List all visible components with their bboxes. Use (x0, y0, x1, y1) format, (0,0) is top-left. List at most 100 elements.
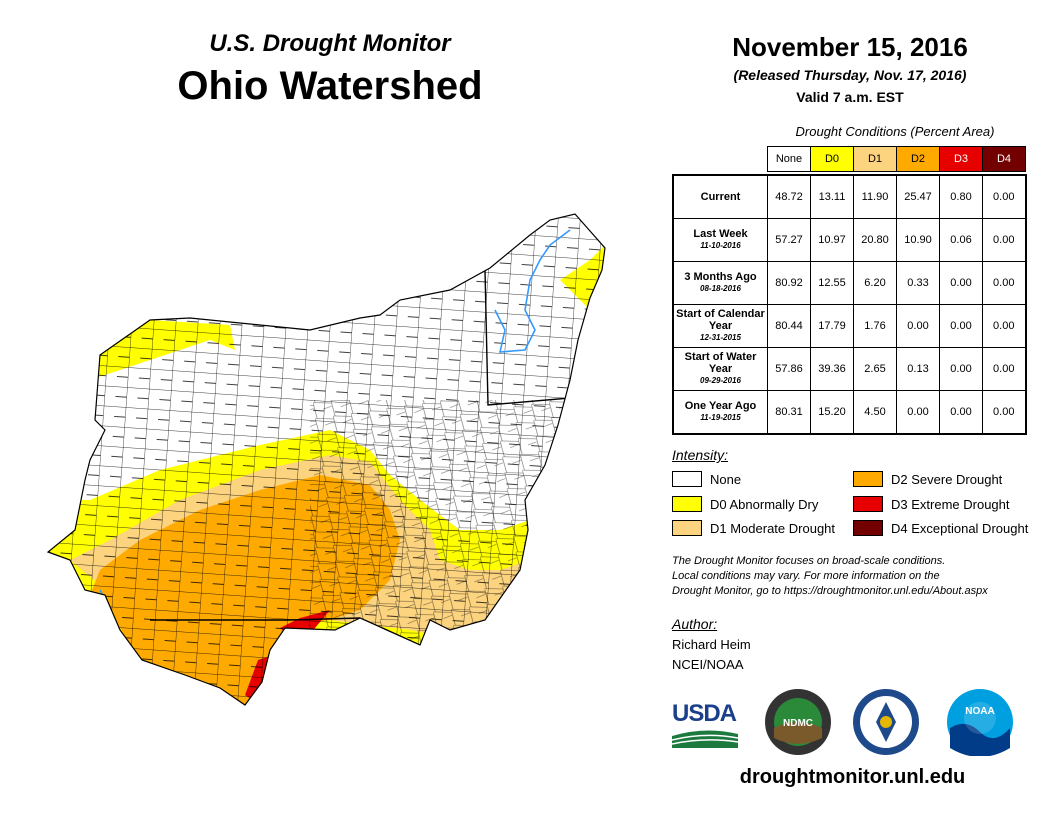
table-cell: 13.11 (810, 174, 854, 219)
table-row: Start of Water Year 09-29-2016 57.86 39.36 2… (672, 347, 1027, 391)
row-label-date: 11-10-2016 (700, 241, 741, 250)
table-title: Drought Conditions (Percent Area) (795, 124, 995, 139)
table-cell: 0.33 (896, 261, 940, 305)
row-label-text: Start of Water Year (684, 351, 757, 375)
table-cell: 15.20 (810, 390, 854, 435)
header-d2: D2 (896, 146, 940, 172)
table-row: Current 48.72 13.11 11.90 25.47 0.80 0.00 (672, 174, 1027, 219)
table-body: Current 48.72 13.11 11.90 25.47 0.80 0.00 Last … (672, 174, 1027, 435)
header-d1: D1 (853, 146, 897, 172)
legend-label-d0: D0 Abnormally Dry (710, 496, 819, 512)
table-cell: 6.20 (853, 261, 897, 305)
table-cell: 12.55 (810, 261, 854, 305)
table-header-row: None D0 D1 D2 D3 D4 (673, 146, 1026, 172)
table-cell: 80.31 (767, 390, 811, 435)
table-cell: 17.79 (810, 304, 854, 348)
table-cell: 11.90 (853, 174, 897, 219)
row-label-text: Start of Calendar Year (676, 308, 765, 332)
legend-label-d2: D2 Severe Drought (891, 471, 1003, 487)
row-label-text: One Year Ago (684, 400, 757, 412)
legend-swatch-d4 (853, 520, 883, 536)
header-d3: D3 (939, 146, 983, 172)
row-label-date: 09-29-2016 (700, 376, 741, 385)
valid-time: Valid 7 a.m. EST (796, 89, 904, 105)
legend-label-d3: D3 Extreme Drought (891, 496, 1010, 512)
table-cell: 0.13 (896, 347, 940, 391)
table-cell: 0.00 (982, 347, 1027, 391)
site-url[interactable]: droughtmonitor.unl.edu (739, 766, 966, 788)
header-blank (673, 147, 768, 172)
legend-swatch-d0 (672, 496, 702, 512)
row-label: Start of Water Year 09-29-2016 (672, 347, 768, 391)
table-cell: 1.76 (853, 304, 897, 348)
date-title: November 15, 2016 (732, 32, 968, 62)
table-cell: 0.00 (939, 390, 983, 435)
header-none: None (767, 146, 811, 172)
header-d0: D0 (810, 146, 854, 172)
row-label-text: 3 Months Ago (684, 271, 757, 283)
table-cell: 0.06 (939, 218, 983, 262)
commerce-seal-icon (853, 689, 919, 755)
table-cell: 57.86 (767, 347, 811, 391)
legend-swatch-d1 (672, 520, 702, 536)
author-name: Richard Heim (672, 637, 751, 652)
table-row: Last Week 11-10-2016 57.27 10.97 20.80 10.90 0… (672, 218, 1027, 262)
table-cell: 0.00 (896, 304, 940, 348)
legend-label-d1: D1 Moderate Drought (710, 520, 836, 536)
legend-item-d4: D4 Exceptional Drought (853, 519, 1028, 537)
note-line-3[interactable]: Drought Monitor, go to https://droughtmo… (672, 585, 988, 597)
state-line-pa-oh (484, 269, 571, 406)
row-label: One Year Ago 11-19-2015 (672, 390, 768, 435)
table-cell: 48.72 (767, 174, 811, 219)
table-cell: 25.47 (896, 174, 940, 219)
table-cell: 39.36 (810, 347, 854, 391)
legend-item-none: None (672, 470, 741, 488)
table-cell: 10.90 (896, 218, 940, 262)
allegheny-river (494, 229, 571, 353)
legend-item-d3: D3 Extreme Drought (853, 495, 1010, 513)
table-cell: 0.00 (939, 347, 983, 391)
drought-stats-table: None D0 D1 D2 D3 D4 Current 48.72 13.11 11.… (672, 146, 1027, 435)
table-cell: 0.00 (982, 218, 1027, 262)
noaa-logo: NOAA (947, 689, 1013, 756)
table-row: 3 Months Ago 08-18-2016 80.92 12.55 6.20 0.33… (672, 261, 1027, 305)
row-label: Current (672, 174, 768, 219)
row-label: Last Week 11-10-2016 (672, 218, 768, 262)
row-label: 3 Months Ago 08-18-2016 (672, 261, 768, 305)
note-line-1: The Drought Monitor focuses on broad-sca… (672, 555, 946, 567)
ndmc-logo-text: NDMC (783, 718, 813, 729)
table-cell: 80.92 (767, 261, 811, 305)
table-cell: 0.00 (939, 304, 983, 348)
map-title: Ohio Watershed (177, 64, 483, 108)
table-cell: 57.27 (767, 218, 811, 262)
table-cell: 20.80 (853, 218, 897, 262)
drought-layers (48, 214, 605, 705)
ndmc-logo: NDMC (765, 689, 831, 755)
drought-monitor-note: The Drought Monitor focuses on broad-sca… (672, 554, 1052, 599)
legend-swatch-d2 (853, 471, 883, 487)
state-line-tn-ky (150, 617, 361, 621)
table-row: Start of Calendar Year 12-31-2015 80.44 17.… (672, 304, 1027, 348)
table-cell: 80.44 (767, 304, 811, 348)
author-org: NCEI/NOAA (672, 657, 744, 672)
row-label-text: Current (700, 191, 741, 203)
legend-item-d0: D0 Abnormally Dry (672, 495, 818, 513)
usda-hills-icon (672, 730, 738, 748)
table-cell: 0.00 (939, 261, 983, 305)
usda-logo-text: USDA (672, 700, 737, 727)
table-cell: 2.65 (853, 347, 897, 391)
author-title: Author: (672, 616, 718, 632)
table-cell: 4.50 (853, 390, 897, 435)
table-cell: 0.00 (896, 390, 940, 435)
released-date: (Released Thursday, Nov. 17, 2016) (733, 67, 967, 83)
table-cell: 0.80 (939, 174, 983, 219)
table-cell: 0.00 (982, 174, 1027, 219)
table-cell: 0.00 (982, 304, 1027, 348)
row-label-date: 08-18-2016 (700, 284, 741, 293)
usda-logo: USDA (672, 700, 738, 750)
table-cell: 0.00 (982, 261, 1027, 305)
table-cell: 0.00 (982, 390, 1027, 435)
row-label-date: 11-19-2015 (700, 413, 741, 422)
legend-label-none: None (710, 471, 742, 487)
legend-swatch-none (672, 471, 702, 487)
